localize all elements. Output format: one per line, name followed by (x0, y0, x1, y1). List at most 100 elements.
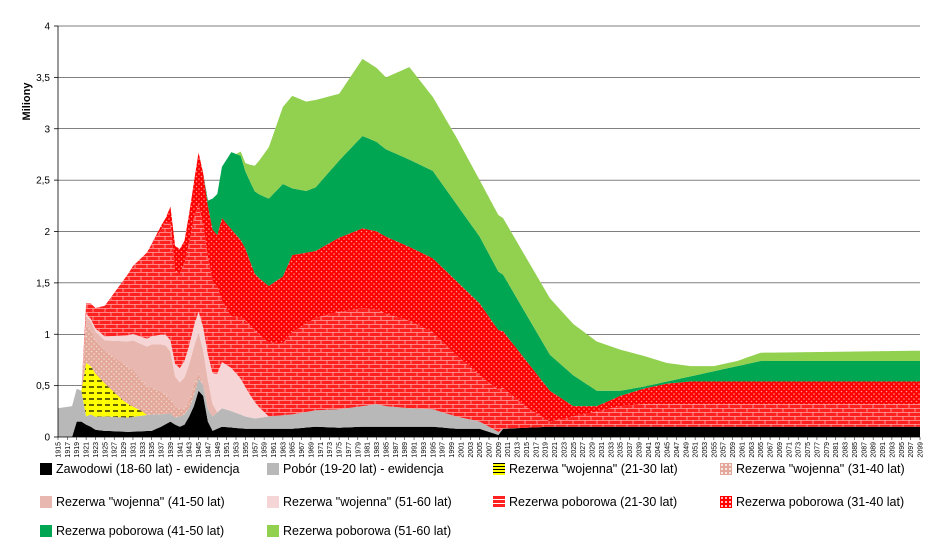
x-tick-label: 2003 (468, 442, 475, 458)
x-tick-label: 1935 (149, 442, 156, 458)
y-tick-label: 2,5 (36, 176, 50, 187)
x-tick-label: 2061 (739, 442, 746, 458)
x-tick-label: 1975 (337, 442, 344, 458)
y-tick-label: 1 (44, 330, 50, 341)
legend-swatch (40, 463, 52, 475)
legend-label: Rezerwa poborowa (31-40 lat) (736, 495, 905, 509)
x-tick-label: 1943 (187, 442, 194, 458)
y-tick-label: 0 (44, 433, 50, 444)
legend-item: Rezerwa "wojenna" (41-50 lat) (40, 495, 225, 509)
legend-label: Rezerwa "wojenna" (31-40 lat) (736, 462, 905, 476)
x-tick-label: 2081 (833, 442, 840, 458)
x-tick-label: 2079 (824, 442, 831, 458)
legend-swatch (267, 525, 279, 537)
legend-item: Rezerwa poborowa (31-40 lat) (720, 495, 904, 509)
x-tick-label: 1945 (196, 442, 203, 458)
x-tick-label: 1929 (121, 442, 128, 458)
y-tick-label: 3 (44, 124, 50, 135)
x-tick-label: 2055 (711, 442, 718, 458)
x-tick-label: 2057 (721, 442, 728, 458)
x-tick-label: 2029 (590, 442, 597, 458)
x-tick-label: 1967 (299, 442, 306, 458)
legend-label: Rezerwa "wojenna" (21-30 lat) (509, 462, 678, 476)
x-tick-label: 2067 (768, 442, 775, 458)
legend-item: Rezerwa poborowa (41-50 lat) (40, 524, 224, 538)
legend-swatch (267, 463, 279, 475)
y-tick-label: 0,5 (36, 381, 50, 392)
x-tick-label: 2047 (674, 442, 681, 458)
legend-label: Rezerwa poborowa (41-50 lat) (56, 524, 225, 538)
x-tick-label: 2091 (880, 442, 887, 458)
x-tick-label: 1959 (262, 442, 269, 458)
stacked-area-chart: 0 0,5 1 1,5 2 2,5 3 3,5 4 Miliony 1915 1917 1919 1921… (21, 22, 925, 458)
area-series-8 (58, 135, 920, 409)
legend-swatch (40, 525, 52, 537)
legend-label: Rezerwa "wojenna" (51-60 lat) (283, 495, 452, 509)
area-series-0 (58, 390, 920, 437)
y-tick-label: 1,5 (36, 278, 50, 289)
x-tick-label: 1963 (280, 442, 287, 458)
y-tick-label: 2 (44, 227, 50, 238)
x-tick-label: 2027 (580, 442, 587, 458)
x-tick-label: 2059 (730, 442, 737, 458)
legend-label: Pobór (19-20 lat) - ewidencja (283, 462, 444, 476)
y-axis-label: Miliony (21, 82, 33, 121)
x-tick-label: 1971 (318, 442, 325, 458)
x-tick-label: 2023 (561, 442, 568, 458)
x-tick-label: 2025 (571, 442, 578, 458)
x-tick-label: 1991 (412, 442, 419, 458)
x-tick-label: 2021 (552, 442, 559, 458)
x-tick-label: 2001 (458, 442, 465, 458)
x-tick-label: 1927 (112, 442, 119, 458)
x-tick-label: 1989 (402, 442, 409, 458)
legend-item: Rezerwa poborowa (21-30 lat) (493, 495, 677, 509)
x-tick-label: 2053 (702, 442, 709, 458)
legend-label: Rezerwa poborowa (51-60 lat) (283, 524, 452, 538)
legend-item: Pobór (19-20 lat) - ewidencja (267, 462, 444, 476)
x-tick-label: 1981 (365, 442, 372, 458)
x-tick-label: 1949 (215, 442, 222, 458)
x-tick-label: 2087 (861, 442, 868, 458)
x-tick-label: 2049 (683, 442, 690, 458)
x-tick-label: 2073 (796, 442, 803, 458)
legend-swatch (267, 496, 279, 508)
x-tick-label: 1987 (393, 442, 400, 458)
x-tick-label: 1999 (449, 442, 456, 458)
x-tick-label: 2031 (599, 442, 606, 458)
x-tick-label: 2009 (496, 442, 503, 458)
x-tick-label: 1955 (243, 442, 250, 458)
legend-item: Rezerwa "wojenna" (51-60 lat) (267, 495, 452, 509)
x-tick-label: 1921 (84, 442, 91, 458)
x-tick-label: 2097 (908, 442, 915, 458)
x-tick-label: 1933 (140, 442, 147, 458)
legend-swatch (493, 463, 505, 475)
x-tick-label: 2077 (814, 442, 821, 458)
legend-label: Rezerwa poborowa (21-30 lat) (509, 495, 678, 509)
x-tick-label: 2015 (524, 442, 531, 458)
x-tick-label: 2043 (655, 442, 662, 458)
x-tick-label: 1985 (383, 442, 390, 458)
x-tick-label: 2033 (608, 442, 615, 458)
x-tick-label: 2093 (889, 442, 896, 458)
y-tick-label: 3,5 (36, 73, 50, 84)
x-tick-label: 2099 (918, 442, 925, 458)
x-tick-label: 2041 (646, 442, 653, 458)
x-tick-label: 1969 (308, 442, 315, 458)
x-tick-label: 2005 (477, 442, 484, 458)
x-tick-label: 2089 (871, 442, 878, 458)
x-tick-label: 2051 (693, 442, 700, 458)
legend-item: Zawodowi (18-60 lat) - ewidencja (40, 462, 239, 476)
x-tick-label: 1973 (327, 442, 334, 458)
x-tick-label: 1965 (290, 442, 297, 458)
legend-swatch (40, 496, 52, 508)
x-tick-label: 1931 (130, 442, 137, 458)
x-tick-label: 2019 (543, 442, 550, 458)
x-tick-label: 2007 (487, 442, 494, 458)
x-tick-label: 2065 (758, 442, 765, 458)
legend-item: Rezerwa poborowa (51-60 lat) (267, 524, 451, 538)
x-tick-label: 2037 (627, 442, 634, 458)
legend-item: Rezerwa "wojenna" (31-40 lat) (720, 462, 905, 476)
x-tick-label: 1977 (346, 442, 353, 458)
x-tick-label: 1939 (168, 442, 175, 458)
x-tick-label: 2085 (852, 442, 859, 458)
